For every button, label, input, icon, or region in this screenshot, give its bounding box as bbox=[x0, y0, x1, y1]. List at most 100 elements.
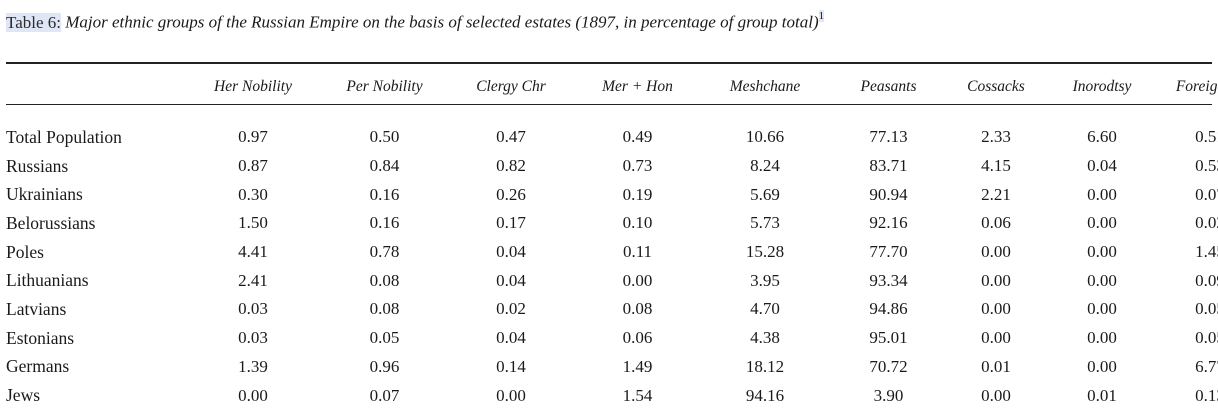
table-cell: 0.00 bbox=[1087, 356, 1117, 376]
table-cell: 8.24 bbox=[750, 156, 780, 176]
table-cell: 0.49 bbox=[622, 127, 653, 147]
table-cell: 3.95 bbox=[750, 270, 780, 290]
table-cell: 0.00 bbox=[496, 385, 526, 405]
table-cell: 0.19 bbox=[622, 184, 653, 204]
table-cell: 0.00 bbox=[1087, 242, 1117, 262]
table-row: Lithuanians 2.41 0.08 0.04 0.00 3.95 93.34 0.00… bbox=[6, 266, 1218, 295]
column-header: Clergy Chr bbox=[476, 78, 546, 95]
table-row: Poles 4.41 0.78 0.04 0.11 15.28 77.70 0.00 0.00 1… bbox=[6, 238, 1218, 267]
table-cell: 0.05 bbox=[1195, 328, 1218, 348]
table-cell: 0.50 bbox=[369, 127, 400, 147]
table-cell: 5.69 bbox=[750, 184, 780, 204]
table-cell: 83.71 bbox=[869, 156, 908, 176]
column-header: Inorodtsy bbox=[1072, 78, 1132, 95]
table-cell: 0.08 bbox=[369, 299, 400, 319]
table-cell: 0.01 bbox=[1087, 385, 1117, 405]
table-cell: 93.34 bbox=[869, 270, 908, 290]
table-top-rule bbox=[6, 62, 1212, 64]
row-label: Jews bbox=[6, 385, 41, 406]
row-label: Latvians bbox=[6, 298, 67, 319]
table-cell: 1.39 bbox=[238, 356, 268, 376]
table-cell: 1.50 bbox=[238, 213, 268, 233]
table-cell: 6.77 bbox=[1195, 356, 1218, 376]
table-cell: 15.28 bbox=[745, 242, 785, 262]
column-header: Per Nobility bbox=[346, 78, 423, 95]
table-cell: 0.05 bbox=[1195, 299, 1218, 319]
table-cell: 0.84 bbox=[369, 156, 400, 176]
table-row: Estonians 0.03 0.05 0.04 0.06 4.38 95.01 0.00 0.… bbox=[6, 324, 1218, 353]
table-cell: 1.45 bbox=[1195, 242, 1218, 262]
table-cell: 4.15 bbox=[981, 156, 1011, 176]
table-cell: 0.04 bbox=[496, 328, 526, 348]
table-cell: 0.04 bbox=[496, 270, 526, 290]
column-header: Meshchane bbox=[729, 78, 801, 95]
table-cell: 0.00 bbox=[1087, 184, 1117, 204]
table-cell: 95.01 bbox=[869, 328, 908, 348]
table-cell: 0.02 bbox=[496, 299, 526, 319]
table-header-rule bbox=[6, 104, 1212, 105]
table-cell: 0.30 bbox=[238, 184, 268, 204]
table-cell: 1.49 bbox=[622, 356, 653, 376]
table-cell: 94.16 bbox=[745, 385, 785, 405]
table-row: Belorussians 1.50 0.16 0.17 0.10 5.73 92.16 0.0… bbox=[6, 209, 1218, 238]
table-cell: 0.73 bbox=[622, 156, 653, 176]
row-label: Germans bbox=[6, 356, 70, 377]
table-cell: 0.01 bbox=[981, 356, 1011, 376]
table-header-row: Her Nobility Per Nobility Clergy Chr Mer + … bbox=[6, 70, 1218, 104]
table-cell: 0.14 bbox=[496, 356, 526, 376]
table-cell: 10.66 bbox=[745, 127, 785, 147]
table-cell: 0.97 bbox=[238, 127, 268, 147]
table-cell: 2.41 bbox=[238, 270, 268, 290]
table-cell: 0.06 bbox=[981, 213, 1011, 233]
table-cell: 2.21 bbox=[981, 184, 1011, 204]
table-cell: 92.16 bbox=[869, 213, 908, 233]
table-row: Jews 0.00 0.07 0.00 1.54 94.16 3.90 0.00 0.01 0.1… bbox=[6, 381, 1218, 410]
table-cell: 0.00 bbox=[981, 299, 1011, 319]
table-row: Ukrainians 0.30 0.16 0.26 0.19 5.69 90.94 2.21 0… bbox=[6, 180, 1218, 209]
column-header: Mer + Hon bbox=[602, 78, 673, 95]
table-cell: 0.00 bbox=[981, 242, 1011, 262]
table-cell: 4.41 bbox=[238, 242, 268, 262]
caption-label: Table 6: bbox=[6, 12, 61, 32]
table-cell: 18.12 bbox=[745, 356, 785, 376]
row-label: Poles bbox=[6, 241, 44, 262]
table-cell: 6.60 bbox=[1087, 127, 1117, 147]
row-label: Estonians bbox=[6, 327, 75, 348]
table-row: Russians 0.87 0.84 0.82 0.73 8.24 83.71 4.15 0.0… bbox=[6, 152, 1218, 181]
table-cell: 0.04 bbox=[496, 242, 526, 262]
table-cell: 0.87 bbox=[238, 156, 268, 176]
row-label: Belorussians bbox=[6, 212, 96, 233]
table-cell: 0.11 bbox=[622, 242, 653, 262]
column-header: Cossacks bbox=[967, 78, 1025, 95]
table-cell: 4.38 bbox=[750, 328, 780, 348]
table-cell: 0.53 bbox=[1195, 156, 1218, 176]
table-cell: 0.78 bbox=[369, 242, 400, 262]
row-label: Russians bbox=[6, 155, 69, 176]
row-label: Lithuanians bbox=[6, 270, 89, 291]
table-cell: 0.17 bbox=[496, 213, 526, 233]
row-label: Total Population bbox=[6, 126, 122, 147]
table-cell: 0.00 bbox=[1087, 328, 1117, 348]
table-cell: 0.00 bbox=[981, 385, 1011, 405]
table-cell: 5.73 bbox=[750, 213, 780, 233]
table-cell: 0.51 bbox=[1195, 127, 1218, 147]
column-header-blank bbox=[6, 70, 184, 104]
footnote-mark: 1 bbox=[818, 10, 825, 22]
table-cell: 0.16 bbox=[369, 213, 400, 233]
table-cell: 2.33 bbox=[981, 127, 1011, 147]
table-cell: 0.26 bbox=[496, 184, 526, 204]
table-cell: 77.70 bbox=[869, 242, 908, 262]
table-row: Latvians 0.03 0.08 0.02 0.08 4.70 94.86 0.00 0.0… bbox=[6, 295, 1218, 324]
table-cell: 0.08 bbox=[369, 270, 400, 290]
table-cell: 0.00 bbox=[238, 385, 268, 405]
table-cell: 0.02 bbox=[1195, 213, 1218, 233]
table-cell: 0.00 bbox=[981, 270, 1011, 290]
table-cell: 0.00 bbox=[1087, 270, 1117, 290]
row-label: Ukrainians bbox=[6, 184, 83, 205]
table-cell: 0.96 bbox=[369, 356, 400, 376]
table-cell: 0.09 bbox=[1195, 270, 1218, 290]
table-cell: 0.00 bbox=[622, 270, 653, 290]
table-cell: 0.82 bbox=[496, 156, 526, 176]
table-cell: 0.00 bbox=[1087, 299, 1117, 319]
table-cell: 0.08 bbox=[622, 299, 653, 319]
